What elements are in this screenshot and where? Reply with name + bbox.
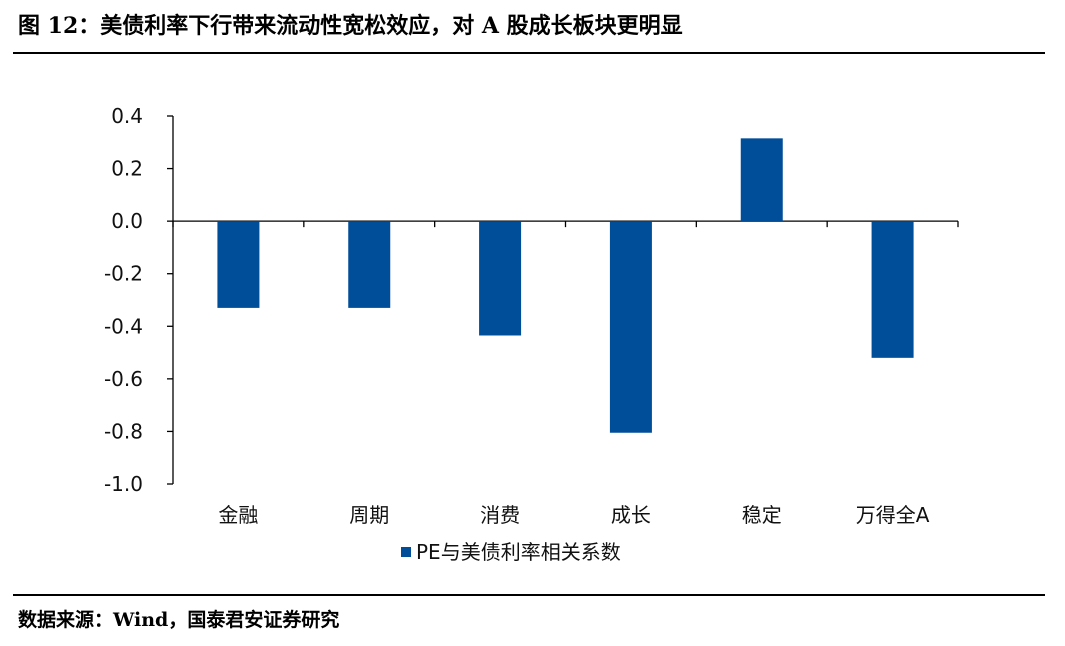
y-tick-label: -0.2 (104, 262, 143, 286)
y-tick-label: 0.2 (111, 157, 143, 181)
bar (479, 221, 522, 336)
y-tick-label: 0.0 (111, 209, 143, 233)
x-tick-label: 金融 (218, 503, 258, 527)
y-axis: 0.4 0.2 0.0 -0.2 -0.4 -0.6 -0.8 -1.0 (104, 104, 174, 496)
y-tick-label: -0.8 (104, 419, 143, 443)
bar (217, 221, 260, 308)
figure-title: 图 12：美债利率下行带来流动性宽松效应，对 A 股成长板块更明显 (18, 13, 683, 39)
top-rule (13, 52, 1045, 54)
x-tick-labels: 金融 周期 消费 成长 稳定 万得全A (218, 503, 929, 527)
x-axis (172, 220, 959, 228)
bar-series (217, 138, 914, 433)
bar (348, 221, 391, 308)
y-tick-label: -1.0 (104, 472, 143, 496)
legend: PE与美债利率相关系数 (401, 540, 621, 564)
legend-label: PE与美债利率相关系数 (416, 540, 621, 564)
bar (609, 221, 652, 433)
source-note: 数据来源：Wind，国泰君安证券研究 (18, 609, 340, 631)
bar (871, 221, 914, 358)
x-tick-label: 周期 (349, 503, 389, 527)
x-tick-label: 稳定 (742, 503, 782, 527)
legend-swatch (401, 547, 411, 557)
x-tick-label: 消费 (480, 503, 520, 527)
bar (740, 138, 783, 222)
y-tick-label: -0.6 (104, 367, 143, 391)
bottom-rule (13, 594, 1045, 596)
y-tick-label: 0.4 (111, 104, 143, 128)
x-tick-label: 成长 (611, 503, 651, 527)
x-tick-label: 万得全A (856, 503, 930, 527)
bar-chart: 0.4 0.2 0.0 -0.2 -0.4 -0.6 -0.8 -1.0 金融 周期 消费 成长 稳定… (104, 104, 959, 564)
y-tick-label: -0.4 (104, 314, 143, 338)
